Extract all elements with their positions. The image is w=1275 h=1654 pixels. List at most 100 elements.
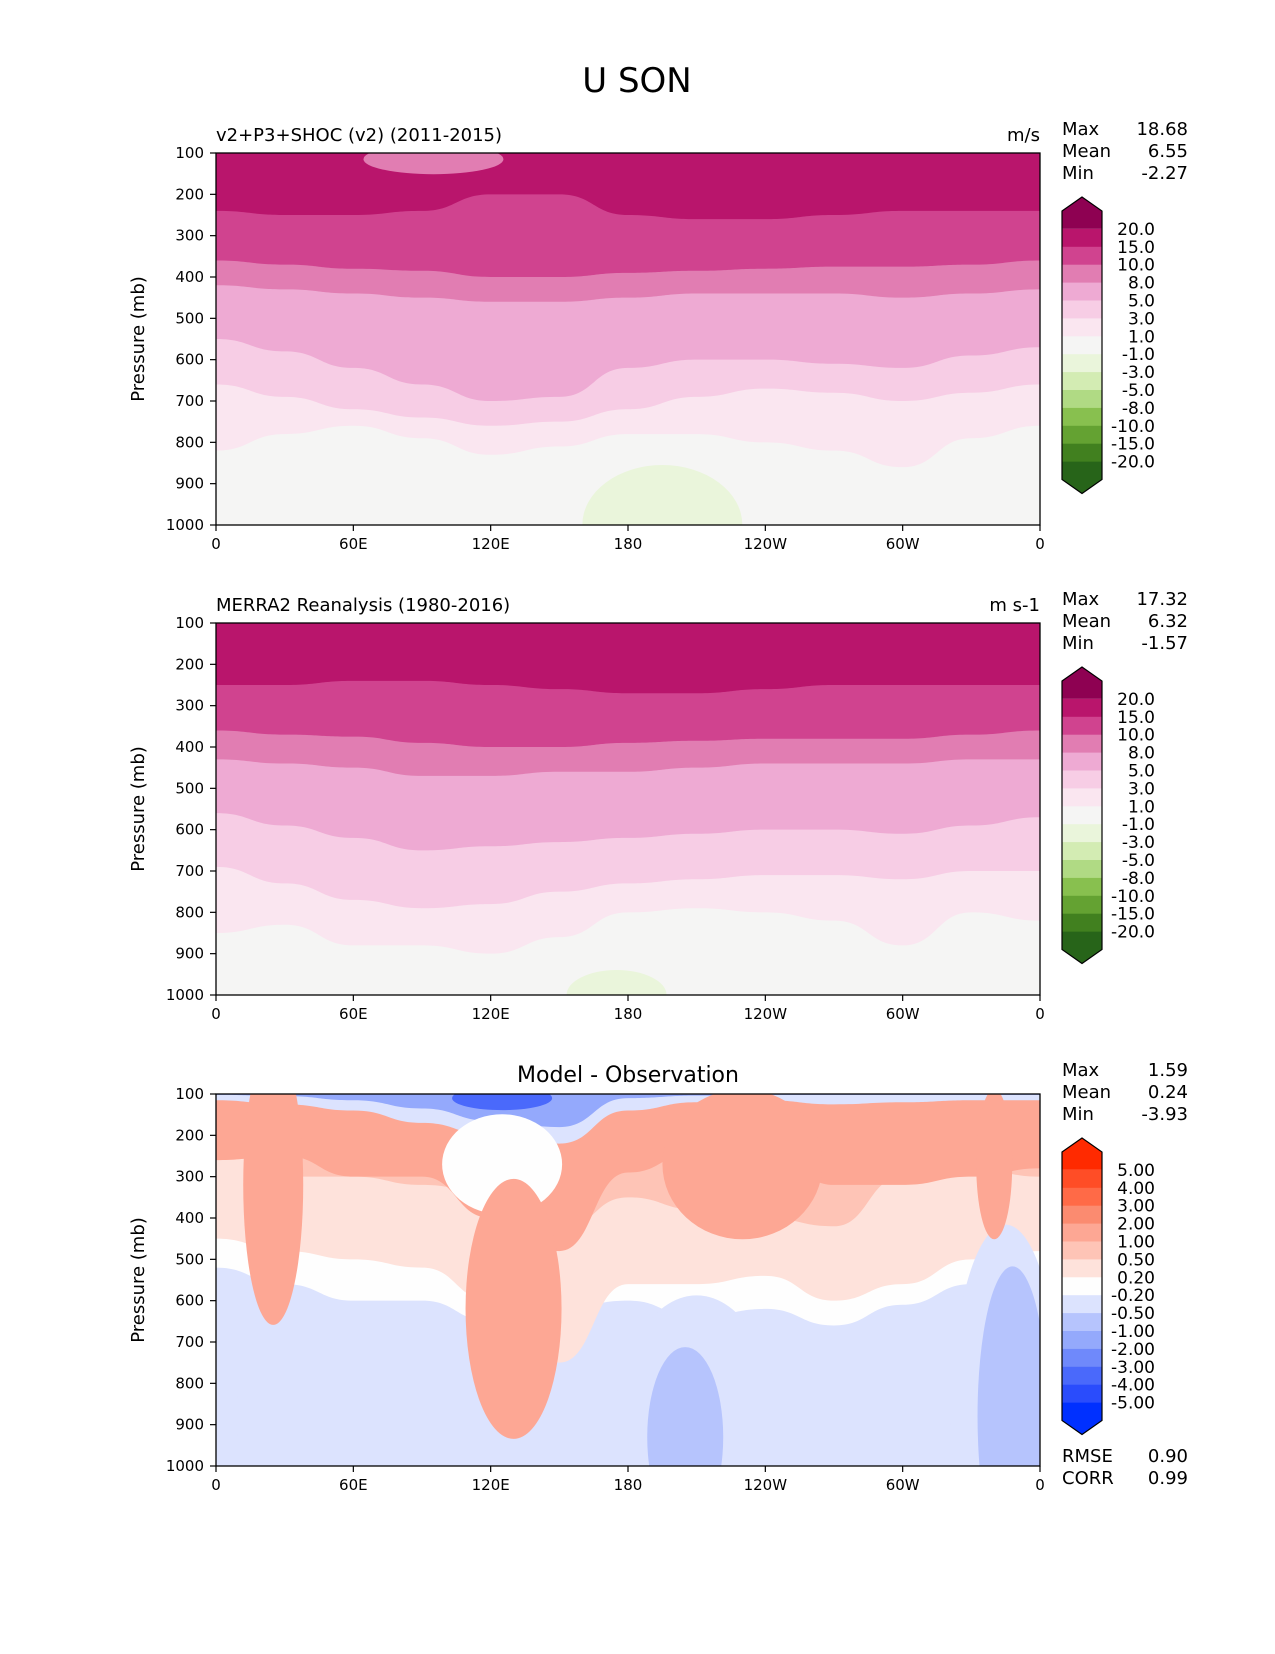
y-tick-label: 400 xyxy=(175,738,204,756)
panel-units: m s-1 xyxy=(989,595,1040,616)
y-tick-label: 1000 xyxy=(166,986,204,1004)
panel-title-left: MERRA2 Reanalysis (1980-2016) xyxy=(216,595,510,616)
colorbar-segment xyxy=(1062,246,1102,266)
y-tick-label: 700 xyxy=(175,1333,204,1351)
contour-band xyxy=(452,1094,553,1111)
colorbar-segment xyxy=(1062,788,1102,807)
contour-field xyxy=(216,623,1040,995)
y-tick-label: 100 xyxy=(175,144,204,162)
colorbar-segment xyxy=(1062,1205,1102,1225)
stat-label: Mean xyxy=(1062,611,1111,632)
colorbar-extend-bottom xyxy=(1062,461,1102,494)
stat-label: Max xyxy=(1062,589,1100,610)
colorbar-segment xyxy=(1062,264,1102,284)
stat-label: Max xyxy=(1062,119,1100,140)
y-tick-label: 400 xyxy=(175,268,204,286)
y-axis-label: Pressure (mb) xyxy=(128,1217,149,1343)
colorbar-segment xyxy=(1062,1348,1102,1368)
colorbar-outline xyxy=(1061,196,1103,495)
colorbar-tick-label: 5.00 xyxy=(1117,1161,1155,1181)
contour-band xyxy=(662,1094,823,1240)
colorbar-segment xyxy=(1062,1295,1102,1314)
stat-label: Min xyxy=(1062,633,1094,654)
y-tick-label: 400 xyxy=(175,1209,204,1227)
y-axis-label: Pressure (mb) xyxy=(128,746,149,872)
colorbar-segment xyxy=(1062,1313,1102,1332)
stat-label: RMSE xyxy=(1062,1446,1113,1467)
contour-band xyxy=(977,1266,1040,1466)
y-tick-label: 200 xyxy=(175,1126,204,1144)
colorbar-tick-label: -4.00 xyxy=(1111,1376,1155,1396)
x-tick-label: 120W xyxy=(744,1005,788,1023)
x-tick-label: 60W xyxy=(886,535,920,553)
stat-value: -3.93 xyxy=(1141,1104,1188,1125)
colorbar-extend-bottom xyxy=(1062,931,1102,964)
stat-value: 18.68 xyxy=(1136,119,1188,140)
colorbar-segment xyxy=(1062,734,1102,754)
colorbar-tick-label: -1.00 xyxy=(1111,1322,1155,1342)
colorbar-tick-label: 1.0 xyxy=(1128,797,1155,817)
colorbar-tick-label: 10.0 xyxy=(1117,726,1155,746)
stat-value: 17.32 xyxy=(1136,589,1188,610)
colorbar-segment xyxy=(1062,824,1102,843)
y-tick-label: 900 xyxy=(175,1416,204,1434)
x-tick-label: 120E xyxy=(472,535,510,553)
y-tick-label: 700 xyxy=(175,862,204,880)
contour-band xyxy=(976,1094,1013,1240)
colorbar-segment xyxy=(1062,407,1102,427)
colorbar: 20.015.010.08.05.03.01.0-1.0-3.0-5.0-8.0… xyxy=(1061,196,1155,495)
colorbar-segment xyxy=(1062,770,1102,789)
colorbar-segment xyxy=(1062,913,1102,933)
y-tick-label: 200 xyxy=(175,655,204,673)
colorbar-tick-label: -1.0 xyxy=(1122,815,1155,835)
contour-band xyxy=(257,1347,358,1466)
figure-title: U SON xyxy=(582,61,691,101)
stat-label: Max xyxy=(1062,1060,1100,1081)
stat-label: Min xyxy=(1062,163,1094,184)
colorbar-tick-label: 1.0 xyxy=(1128,327,1155,347)
colorbar-tick-label: 0.50 xyxy=(1117,1250,1155,1270)
colorbar-tick-label: -15.0 xyxy=(1111,905,1155,925)
stat-label: Mean xyxy=(1062,141,1111,162)
colorbar-extend-top xyxy=(1062,667,1102,699)
stat-label: CORR xyxy=(1062,1468,1114,1489)
colorbar-segment xyxy=(1062,390,1102,409)
colorbar-segment xyxy=(1062,443,1102,463)
colorbar-tick-label: -10.0 xyxy=(1111,417,1155,437)
y-tick-label: 200 xyxy=(175,185,204,203)
colorbar-tick-label: -3.00 xyxy=(1111,1358,1155,1378)
colorbar-tick-label: -3.0 xyxy=(1122,363,1155,383)
colorbar-tick-label: 2.00 xyxy=(1117,1215,1155,1235)
x-tick-label: 0 xyxy=(211,535,221,553)
stat-label: Mean xyxy=(1062,1082,1111,1103)
x-tick-label: 60W xyxy=(886,1005,920,1023)
stat-value: 0.99 xyxy=(1148,1468,1188,1489)
colorbar-segment xyxy=(1062,1187,1102,1207)
y-tick-label: 600 xyxy=(175,1292,204,1310)
panel-title-left: v2+P3+SHOC (v2) (2011-2015) xyxy=(216,125,502,146)
colorbar-segment xyxy=(1062,354,1102,373)
colorbar-tick-label: 3.0 xyxy=(1128,779,1155,799)
colorbar-tick-label: 15.0 xyxy=(1117,708,1155,728)
colorbar-segment xyxy=(1062,716,1102,736)
y-tick-label: 600 xyxy=(175,821,204,839)
colorbar-tick-label: -8.0 xyxy=(1122,869,1155,889)
colorbar-tick-label: 5.0 xyxy=(1128,762,1155,782)
colorbar-tick-label: -5.0 xyxy=(1122,851,1155,871)
colorbar-segment xyxy=(1062,1366,1102,1386)
colorbar-tick-label: 5.0 xyxy=(1128,292,1155,312)
colorbar-segment xyxy=(1062,895,1102,915)
colorbar-segment xyxy=(1062,1277,1102,1296)
colorbar-segment xyxy=(1062,300,1102,319)
y-tick-label: 1000 xyxy=(166,1457,204,1475)
contour-band xyxy=(566,970,667,995)
colorbar-tick-label: -10.0 xyxy=(1111,887,1155,907)
x-tick-label: 120W xyxy=(744,535,788,553)
colorbar-segment xyxy=(1062,1384,1102,1404)
colorbar-tick-label: 20.0 xyxy=(1117,220,1155,240)
colorbar-tick-label: -0.20 xyxy=(1111,1286,1155,1306)
y-axis-label: Pressure (mb) xyxy=(128,276,149,402)
panel-title-center: Model - Observation xyxy=(517,1063,739,1088)
x-tick-label: 120E xyxy=(472,1005,510,1023)
colorbar-segment xyxy=(1062,1331,1102,1350)
